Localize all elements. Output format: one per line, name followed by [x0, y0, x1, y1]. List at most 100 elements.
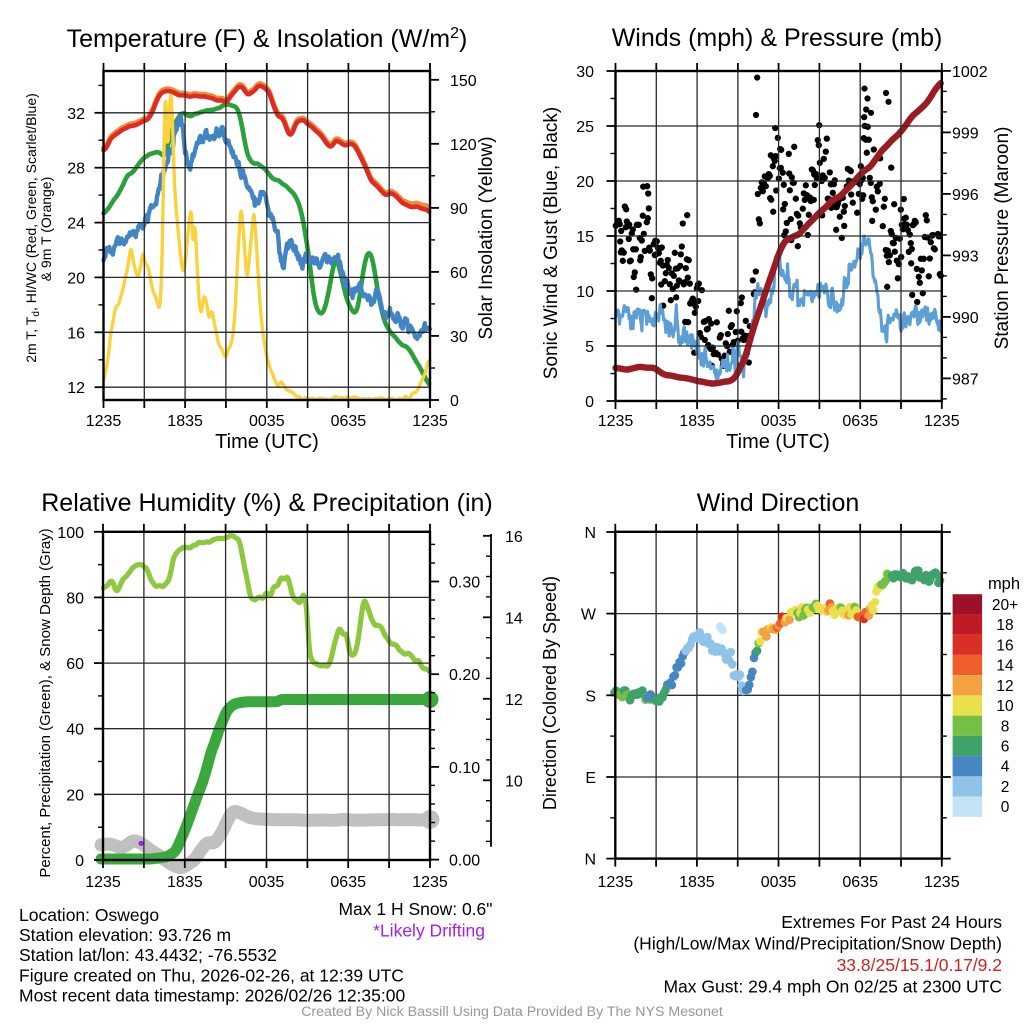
svg-text:1835: 1835 [679, 874, 715, 891]
svg-text:Most recent data timestamp: 20: Most recent data timestamp: 2026/02/26 1… [19, 986, 405, 1006]
svg-text:E: E [585, 770, 596, 787]
svg-text:60: 60 [66, 656, 84, 673]
svg-text:0.30: 0.30 [449, 575, 480, 592]
svg-text:24: 24 [67, 216, 85, 233]
svg-text:0: 0 [1001, 799, 1010, 816]
svg-text:W: W [581, 607, 597, 624]
svg-text:1235: 1235 [412, 413, 448, 430]
svg-text:Sonic Wind & Gust (Blue, Black: Sonic Wind & Gust (Blue, Black) [541, 107, 562, 379]
svg-text:1835: 1835 [167, 413, 203, 430]
svg-text:0035: 0035 [761, 874, 797, 891]
svg-text:30: 30 [576, 64, 594, 81]
svg-text:(High/Low/Max Wind/Precipitati: (High/Low/Max Wind/Precipitation/Snow De… [633, 934, 1002, 954]
svg-text:Time (UTC): Time (UTC) [726, 431, 830, 453]
svg-text:16: 16 [505, 529, 523, 546]
svg-text:Relative Humidity (%) & Precip: Relative Humidity (%) & Precipitation (i… [41, 489, 493, 517]
svg-text:12: 12 [67, 380, 85, 397]
svg-text:8: 8 [1001, 718, 1010, 735]
svg-text:20: 20 [576, 174, 594, 191]
svg-text:14: 14 [996, 658, 1014, 675]
svg-text:100: 100 [57, 525, 84, 542]
svg-text:32: 32 [67, 106, 85, 123]
svg-text:Time (UTC): Time (UTC) [215, 431, 319, 453]
svg-text:996: 996 [952, 187, 979, 204]
svg-text:Temperature (F) & Insolation (: Temperature (F) & Insolation (W/m2) [67, 25, 468, 53]
svg-text:1235: 1235 [924, 874, 960, 891]
svg-text:N: N [584, 852, 596, 869]
svg-text:Solar Insolation (Yellow): Solar Insolation (Yellow) [476, 136, 497, 339]
svg-text:0635: 0635 [842, 413, 878, 430]
svg-text:12: 12 [996, 678, 1013, 695]
svg-text:0035: 0035 [761, 413, 797, 430]
svg-text:999: 999 [952, 125, 979, 142]
svg-text:S: S [585, 688, 596, 705]
svg-text:6: 6 [1001, 739, 1010, 756]
svg-text:Station elevation: 93.726 m: Station elevation: 93.726 m [19, 925, 231, 945]
svg-text:0.00: 0.00 [449, 853, 480, 870]
svg-text:33.8/25/15.1/0.17/9.2: 33.8/25/15.1/0.17/9.2 [837, 955, 1002, 975]
svg-text:20+: 20+ [992, 597, 1018, 614]
svg-text:0035: 0035 [249, 874, 285, 891]
svg-text:40: 40 [66, 722, 84, 739]
svg-text:25: 25 [576, 119, 594, 136]
svg-text:80: 80 [66, 590, 84, 607]
svg-text:20: 20 [67, 270, 85, 287]
svg-text:0: 0 [75, 853, 84, 870]
svg-text:10: 10 [576, 284, 594, 301]
svg-text:Wind Direction: Wind Direction [697, 489, 860, 517]
svg-text:mph: mph [988, 575, 1020, 593]
svg-text:15: 15 [576, 229, 594, 246]
svg-text:10: 10 [505, 773, 523, 790]
svg-text:Winds (mph) & Pressure (mb): Winds (mph) & Pressure (mb) [612, 24, 943, 52]
svg-text:12: 12 [505, 692, 523, 709]
svg-text:14: 14 [505, 610, 523, 627]
svg-text:1002: 1002 [952, 64, 988, 81]
svg-text:1835: 1835 [679, 413, 715, 430]
svg-text:10: 10 [996, 698, 1014, 715]
svg-text:Percent, Precipitation (Green): Percent, Precipitation (Green), & Snow D… [37, 528, 54, 877]
svg-text:Station lat/lon: 43.4432; -76.: Station lat/lon: 43.4432; -76.5532 [19, 945, 277, 965]
svg-text:Direction (Colored By Speed): Direction (Colored By Speed) [540, 576, 560, 810]
svg-text:N: N [584, 525, 596, 542]
svg-text:5: 5 [585, 339, 594, 356]
svg-text:Extremes For Past 24 Hours: Extremes For Past 24 Hours [781, 912, 1002, 932]
svg-text:1235: 1235 [598, 874, 634, 891]
svg-text:28: 28 [67, 161, 85, 178]
svg-text:1235: 1235 [924, 413, 960, 430]
svg-text:Created By Nick Bassill Using: Created By Nick Bassill Using Data Provi… [301, 1004, 723, 1020]
svg-text:990: 990 [952, 310, 979, 327]
svg-text:0.20: 0.20 [449, 667, 480, 684]
svg-text:90: 90 [450, 201, 468, 218]
svg-text:0035: 0035 [249, 413, 285, 430]
svg-text:0635: 0635 [331, 413, 367, 430]
svg-text:30: 30 [450, 329, 468, 346]
svg-text:0: 0 [585, 394, 594, 411]
svg-text:0635: 0635 [330, 874, 366, 891]
svg-text:1235: 1235 [86, 413, 122, 430]
svg-text:*Likely Drifting: *Likely Drifting [373, 921, 485, 941]
svg-text:Station Pressure (Maroon): Station Pressure (Maroon) [992, 127, 1013, 350]
svg-text:2m T, Td, HI/WC (Red, Green, S: 2m T, Td, HI/WC (Red, Green, Scarlet/Blu… [23, 93, 42, 363]
svg-text:120: 120 [450, 137, 477, 154]
svg-text:1235: 1235 [85, 874, 121, 891]
svg-text:Max Gust: 29.4 mph On 02/25 at: Max Gust: 29.4 mph On 02/25 at 2300 UTC [663, 977, 1002, 997]
svg-text:1835: 1835 [167, 874, 203, 891]
svg-text:20: 20 [66, 787, 84, 804]
svg-text:16: 16 [67, 325, 85, 342]
svg-text:Location: Oswego: Location: Oswego [19, 905, 159, 925]
svg-text:0635: 0635 [842, 874, 878, 891]
svg-text:1235: 1235 [598, 413, 634, 430]
svg-text:Figure created on Thu, 2026-02: Figure created on Thu, 2026-02-26, at 12… [19, 966, 404, 986]
svg-text:150: 150 [450, 73, 477, 90]
svg-text:987: 987 [952, 371, 979, 388]
svg-text:2: 2 [1001, 779, 1010, 796]
svg-text:0: 0 [450, 393, 459, 410]
svg-text:0.10: 0.10 [449, 760, 480, 777]
svg-text:60: 60 [450, 265, 468, 282]
svg-text:1235: 1235 [412, 874, 448, 891]
svg-text:18: 18 [996, 617, 1013, 634]
svg-text:4: 4 [1001, 759, 1010, 776]
svg-text:& 9m T (Orange): & 9m T (Orange) [38, 177, 54, 282]
svg-text:16: 16 [996, 637, 1013, 654]
svg-text:993: 993 [952, 248, 979, 265]
